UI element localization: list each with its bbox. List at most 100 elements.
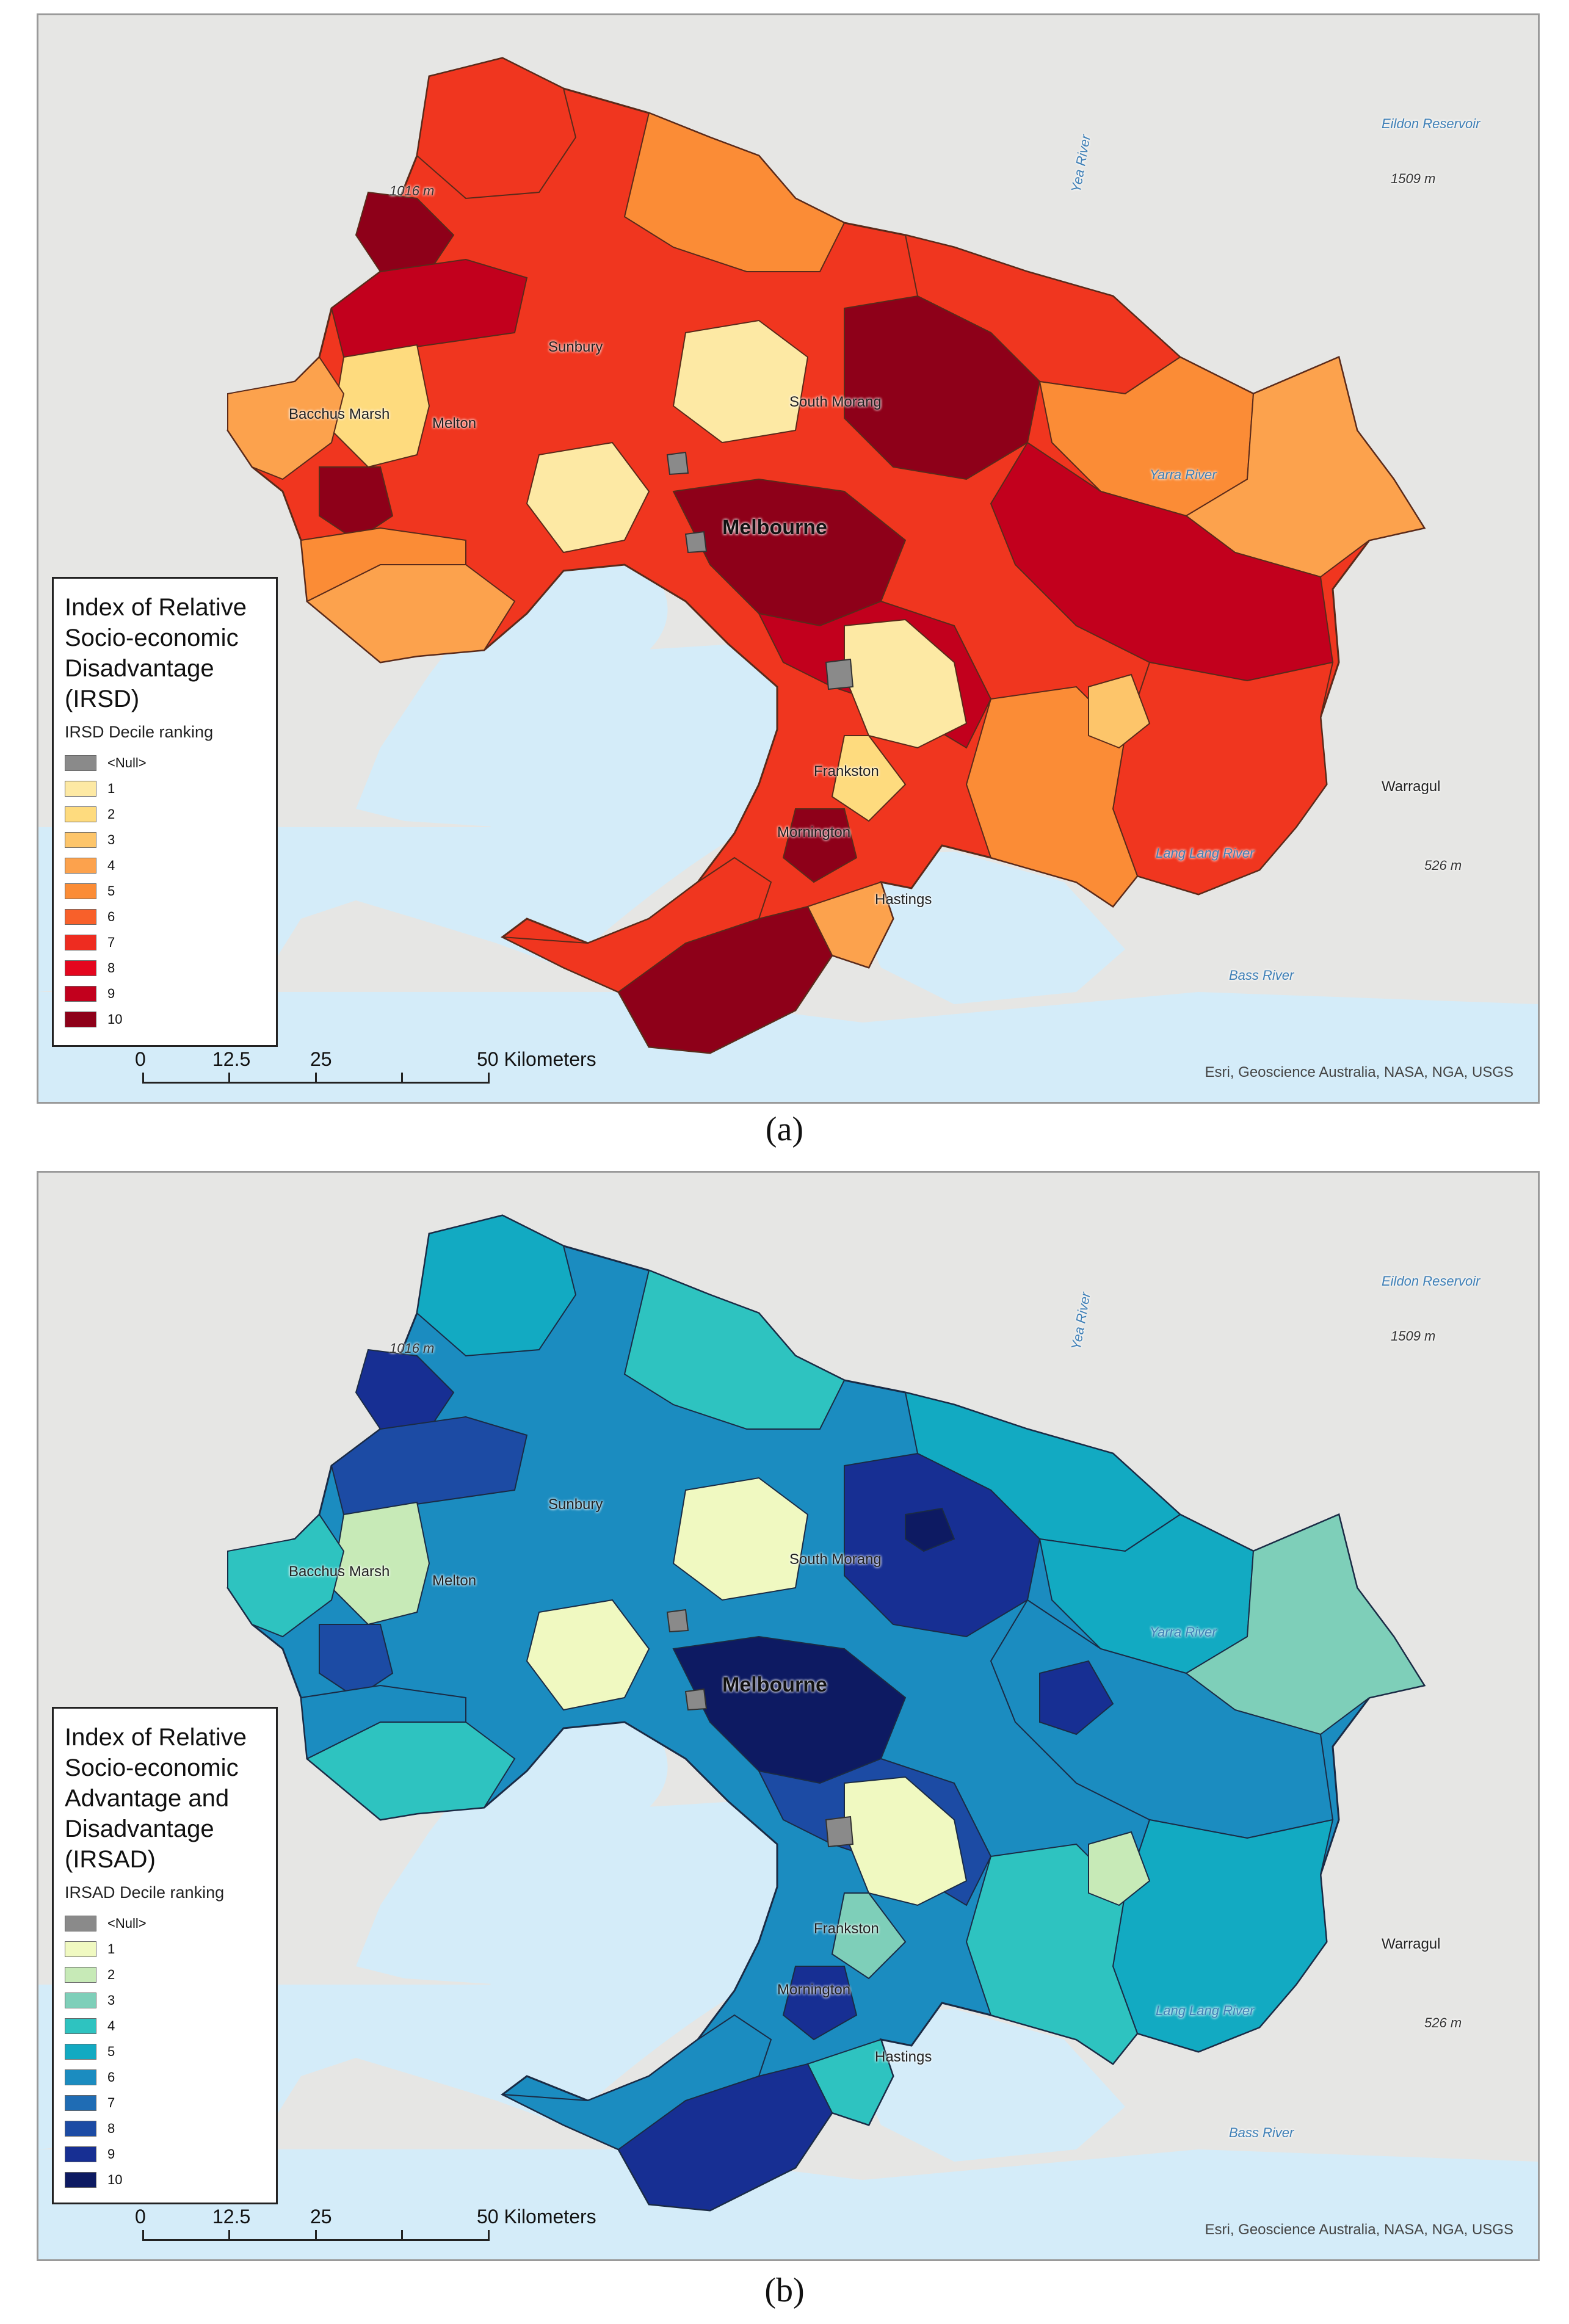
region-bacchus-4 xyxy=(227,356,345,480)
legend-swatch xyxy=(65,755,96,771)
legend-label: 2 xyxy=(107,806,115,822)
legend-label: 10 xyxy=(107,1012,123,1027)
label-frankston: Frankston xyxy=(814,763,879,780)
region-west-1 xyxy=(526,441,650,554)
legend-swatch xyxy=(65,935,96,950)
region-east-2 xyxy=(1088,1831,1151,1906)
label-sunbury: Sunbury xyxy=(548,1496,603,1513)
legend-label: 5 xyxy=(107,883,115,899)
legend-label: 3 xyxy=(107,1993,115,2008)
region-mornington-10 xyxy=(782,808,858,883)
region-null-1 xyxy=(666,451,689,476)
map-panel-irsad[interactable]: Melbourne Sunbury Bacchus Marsh Melton S… xyxy=(37,1171,1540,2261)
caption-b: (b) xyxy=(764,2272,805,2309)
scale-label-0: 0 xyxy=(135,2206,146,2228)
label-yarra-river: Yarra River xyxy=(1150,1624,1217,1640)
legend-rows: <Null> 1 2 3 4 5 6 7 8 9 10 xyxy=(65,1911,265,2193)
region-north-1 xyxy=(672,1477,809,1601)
label-hastings: Hastings xyxy=(875,891,932,908)
scale-tick xyxy=(488,2230,490,2241)
label-bacchus-marsh: Bacchus Marsh xyxy=(289,1563,390,1580)
scale-label-50: 50 Kilometers xyxy=(477,1048,596,1070)
legend-swatch xyxy=(65,858,96,874)
legend-swatch xyxy=(65,2018,96,2034)
legend-item-null: <Null> xyxy=(65,1911,265,1936)
label-bass-river: Bass River xyxy=(1229,2125,1294,2140)
label-eildon-reservoir: Eildon Reservoir xyxy=(1382,116,1480,131)
bass-strait xyxy=(38,992,1538,1102)
legend-label: 8 xyxy=(107,2121,115,2136)
legend-item-decile-2: 2 xyxy=(65,1962,265,1988)
region-null-2 xyxy=(684,1688,708,1711)
scale-tick xyxy=(315,1073,317,1084)
legend-item-decile-10: 10 xyxy=(65,2167,265,2193)
label-melton: Melton xyxy=(432,1573,477,1589)
scale-label-25: 25 xyxy=(310,1048,332,1070)
legend-swatch xyxy=(65,1916,96,1931)
legend-item-decile-9: 9 xyxy=(65,981,265,1007)
scale-tick xyxy=(142,2230,144,2241)
legend-irsd: Index of Relative Socio-economic Disadva… xyxy=(52,577,278,1047)
region-peninsula-7 xyxy=(502,856,772,993)
region-frankston-2 xyxy=(831,735,907,822)
region-north-5 xyxy=(623,1269,846,1430)
legend-item-decile-6: 6 xyxy=(65,904,265,930)
legend-swatch xyxy=(65,1967,96,1983)
scale-bar: 0 12.5 25 50 Kilometers xyxy=(100,2206,596,2254)
region-null-3 xyxy=(825,658,854,690)
legend-item-decile-4: 4 xyxy=(65,853,265,878)
legend-item-decile-8: 8 xyxy=(65,955,265,981)
legend-label: 4 xyxy=(107,2018,115,2033)
region-null-2 xyxy=(684,530,708,554)
region-west-1 xyxy=(526,1599,650,1711)
legend-swatch xyxy=(65,986,96,1002)
label-lang-lang-river: Lang Lang River xyxy=(1156,2003,1255,2018)
label-bass-river: Bass River xyxy=(1229,968,1294,983)
label-warragul: Warragul xyxy=(1382,1936,1441,1952)
legend-subtitle: IRSD Decile ranking xyxy=(65,723,214,741)
scale-tick xyxy=(401,2230,403,2241)
legend-subtitle: IRSAD Decile ranking xyxy=(65,1883,225,1902)
label-elevation-526: 526 m xyxy=(1424,858,1462,873)
region-mornington-9 xyxy=(782,1966,858,2041)
region-yarra-5 xyxy=(1185,356,1426,578)
legend-title: Index of Relative Socio-economic Advanta… xyxy=(65,1724,247,1873)
label-mornington: Mornington xyxy=(777,1982,851,1998)
legend-swatch xyxy=(65,1012,96,1027)
region-bacchus-5 xyxy=(227,1513,345,1638)
legend-swatch xyxy=(65,806,96,822)
legend-item-decile-8: 8 xyxy=(65,2116,265,2141)
legend-irsad: Index of Relative Socio-economic Advanta… xyxy=(52,1707,278,2204)
label-yarra-river: Yarra River xyxy=(1150,467,1217,482)
legend-label: 9 xyxy=(107,986,115,1001)
label-elevation-526: 526 m xyxy=(1424,2015,1462,2030)
legend-title: Index of Relative Socio-economic Disadva… xyxy=(65,594,247,712)
scale-label-50: 50 Kilometers xyxy=(477,2206,596,2228)
scale-tick xyxy=(315,2230,317,2241)
legend-swatch xyxy=(65,2095,96,2111)
region-sw-7 xyxy=(300,1684,466,1760)
region-west-10 xyxy=(319,466,394,541)
scale-bar: 0 12.5 25 50 Kilometers xyxy=(100,1048,596,1097)
legend-label: 1 xyxy=(107,1941,115,1957)
map-panel-irsd[interactable]: Melbourne Sunbury Bacchus Marsh Melton S… xyxy=(37,13,1540,1104)
legend-item-decile-7: 7 xyxy=(65,2090,265,2116)
legend-label: 8 xyxy=(107,960,115,976)
attribution: Esri, Geoscience Australia, NASA, NGA, U… xyxy=(1205,1064,1513,1081)
legend-item-null: <Null> xyxy=(65,750,265,776)
region-north-7 xyxy=(416,57,577,200)
region-sw-6 xyxy=(300,527,466,603)
legend-item-decile-5: 5 xyxy=(65,2039,265,2065)
inner-bay xyxy=(356,1703,668,1985)
region-null-1 xyxy=(666,1609,689,1633)
scale-tick xyxy=(142,1073,144,1084)
legend-item-decile-4: 4 xyxy=(65,2013,265,2039)
legend-swatch xyxy=(65,832,96,848)
irsd-map xyxy=(38,57,1538,1102)
legend-label: 10 xyxy=(107,2172,123,2187)
label-bacchus-marsh: Bacchus Marsh xyxy=(289,406,390,422)
legend-swatch xyxy=(65,960,96,976)
legend-item-decile-1: 1 xyxy=(65,1936,265,1962)
western-port-water xyxy=(832,2009,1125,2162)
region-ne-10 xyxy=(905,1507,955,1552)
